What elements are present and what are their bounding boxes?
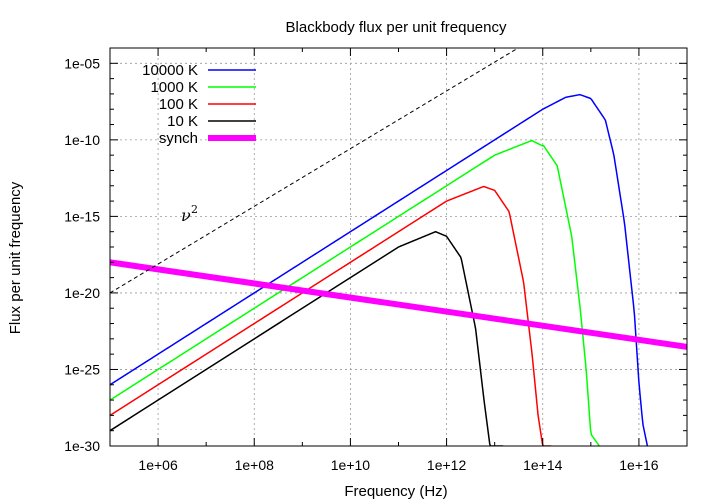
series-group	[110, 48, 687, 446]
legend-label: 100 K	[159, 96, 198, 113]
series-line-100-k	[110, 185, 552, 446]
legend-label: 10000 K	[142, 62, 198, 79]
annotation-superscript: 2	[191, 203, 198, 216]
y-tick-label: 1e-05	[64, 55, 100, 71]
series-line-1000-k	[110, 139, 600, 446]
y-tick-label: 1e-30	[64, 438, 100, 454]
x-axis-title: Frequency (Hz)	[344, 483, 447, 500]
x-tick-label: 1e+10	[331, 457, 371, 473]
x-tick-label: 1e+14	[523, 457, 563, 473]
y-tick-label: 1e-10	[64, 132, 100, 148]
y-axis-title: Flux per unit frequency	[7, 181, 24, 334]
x-tick-label: 1e+16	[619, 457, 659, 473]
series-line-synch	[110, 259, 687, 350]
x-tick-label: 1e+08	[235, 457, 275, 473]
x-tick-label: 1e+06	[138, 457, 178, 473]
series-line-reference-5	[110, 48, 520, 294]
annotation-nu-squared: ν	[181, 206, 191, 225]
chart-title: Blackbody flux per unit frequency	[286, 19, 507, 36]
y-tick-label: 1e-20	[64, 285, 100, 301]
y-tick-label: 1e-25	[64, 361, 100, 377]
legend-label: synch	[159, 130, 198, 147]
series-line-10000-k	[110, 93, 649, 446]
series-line-10-k	[110, 230, 504, 446]
tick-labels: 1e+06 1e+08 1e+10 1e+12 1e+14 1e+16 1e-30 1e-25…	[64, 55, 659, 473]
ticks	[109, 47, 688, 447]
y-tick-label: 1e-15	[64, 208, 100, 224]
legend-label: 10 K	[167, 113, 198, 130]
legend-label: 1000 K	[150, 79, 198, 96]
x-tick-label: 1e+12	[427, 457, 467, 473]
